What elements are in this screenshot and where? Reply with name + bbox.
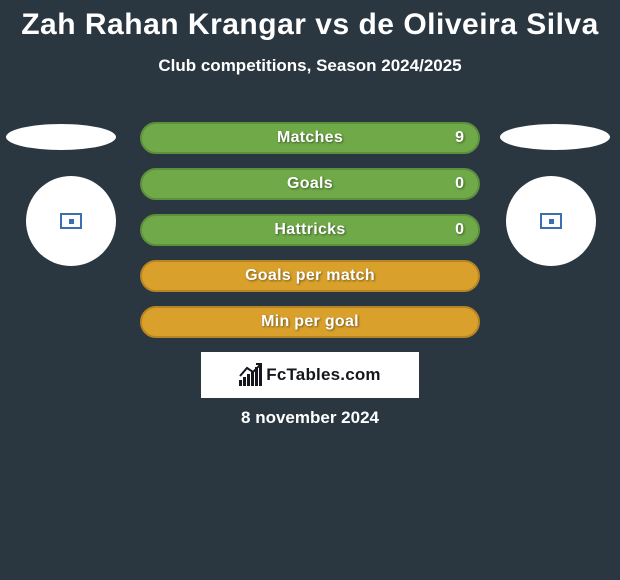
- logo-bar-segment: [251, 371, 254, 386]
- logo-bar-segment: [255, 367, 258, 386]
- player-left-avatar: [26, 176, 116, 266]
- player-right-nameplate: [500, 124, 610, 150]
- logo-bar-segment: [259, 364, 262, 386]
- stat-bar-value: 0: [455, 175, 464, 193]
- placeholder-photo-icon: [540, 213, 562, 229]
- page-subtitle: Club competitions, Season 2024/2025: [0, 56, 620, 76]
- stat-bar: Goals per match: [140, 260, 480, 292]
- player-right-avatar: [506, 176, 596, 266]
- stat-bar: Min per goal: [140, 306, 480, 338]
- player-left-nameplate: [6, 124, 116, 150]
- page-date: 8 november 2024: [0, 408, 620, 428]
- logo-bar-segment: [239, 380, 242, 386]
- stat-bar-label: Matches: [277, 129, 343, 147]
- stat-bar-label: Hattricks: [274, 221, 345, 239]
- placeholder-photo-icon: [60, 213, 82, 229]
- stat-bar-value: 0: [455, 221, 464, 239]
- placeholder-photo-dot: [69, 219, 74, 224]
- stat-bar: Matches 9: [140, 122, 480, 154]
- stat-bar: Goals 0: [140, 168, 480, 200]
- page-title: Zah Rahan Krangar vs de Oliveira Silva: [0, 0, 620, 42]
- stat-bar-label: Goals per match: [245, 267, 375, 285]
- stat-bar-value: 9: [455, 129, 464, 147]
- logo-bar-segment: [243, 377, 246, 386]
- page-root: Zah Rahan Krangar vs de Oliveira Silva C…: [0, 0, 620, 580]
- logo-barchart-icon: [239, 364, 262, 386]
- stat-bar: Hattricks 0: [140, 214, 480, 246]
- logo-text: FcTables.com: [266, 365, 381, 385]
- stat-bars: Matches 9 Goals 0 Hattricks 0 Goals per match M…: [140, 122, 480, 338]
- stat-bar-label: Goals: [287, 175, 333, 193]
- stat-bar-label: Min per goal: [261, 313, 359, 331]
- placeholder-photo-dot: [549, 219, 554, 224]
- logo-bar-segment: [247, 374, 250, 386]
- fctables-logo: FcTables.com: [201, 352, 419, 398]
